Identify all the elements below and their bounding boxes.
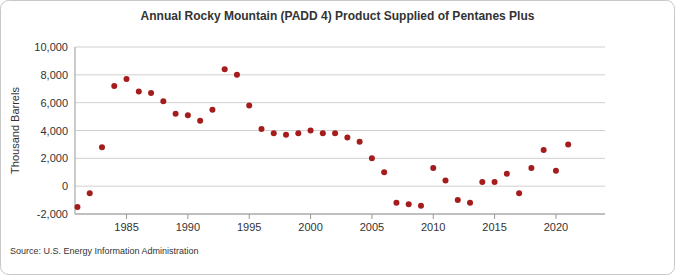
marker — [148, 90, 154, 96]
marker — [357, 139, 363, 145]
y-tick-label: 6,000 — [40, 97, 68, 109]
marker — [344, 134, 350, 140]
y-tick-label: 4,000 — [40, 125, 68, 137]
y-axis-label: Thousand Barrels — [9, 87, 21, 174]
grid-line — [75, 74, 605, 75]
x-tick-label: 1990 — [176, 221, 200, 233]
marker — [271, 130, 277, 136]
grid-line — [75, 186, 605, 187]
marker — [283, 132, 289, 138]
x-tick-label: 1995 — [237, 221, 261, 233]
plot-area — [75, 47, 605, 214]
marker — [467, 200, 473, 206]
marker — [455, 197, 461, 203]
y-axis — [75, 47, 76, 214]
x-tick — [371, 214, 372, 219]
marker — [308, 128, 314, 134]
marker — [541, 147, 547, 153]
x-tick-label: 2000 — [298, 221, 322, 233]
marker — [111, 83, 117, 89]
marker — [246, 102, 252, 108]
y-tick-label: 10,000 — [34, 41, 68, 53]
grid-line — [75, 158, 605, 159]
marker — [295, 130, 301, 136]
marker — [553, 168, 559, 174]
marker — [160, 98, 166, 104]
marker — [443, 178, 449, 184]
marker — [565, 141, 571, 147]
grid-line — [75, 214, 605, 215]
marker — [99, 144, 105, 150]
x-tick — [249, 214, 250, 219]
grid-line — [75, 47, 605, 48]
marker — [222, 66, 228, 72]
marker — [320, 130, 326, 136]
x-tick — [555, 214, 556, 219]
marker — [209, 107, 215, 113]
marker — [197, 118, 203, 124]
marker — [504, 171, 510, 177]
y-tick-label: 0 — [62, 180, 68, 192]
title: Annual Rocky Mountain (PADD 4) Product S… — [141, 9, 535, 23]
x-tick-label: 2020 — [544, 221, 568, 233]
marker — [258, 126, 264, 132]
marker — [234, 72, 240, 78]
x-axis — [75, 214, 605, 215]
x-tick-label: 1985 — [114, 221, 138, 233]
marker — [173, 111, 179, 117]
marker — [381, 169, 387, 175]
marker — [516, 190, 522, 196]
marker — [369, 155, 375, 161]
source: Source: U.S. Energy Information Administ… — [10, 246, 199, 256]
x-tick-label: 2005 — [360, 221, 384, 233]
chart: Annual Rocky Mountain (PADD 4) Product S… — [0, 0, 675, 275]
marker — [136, 89, 142, 95]
y-tick-label: 8,000 — [40, 69, 68, 81]
marker — [418, 203, 424, 209]
marker — [479, 179, 485, 185]
x-tick — [433, 214, 434, 219]
marker — [406, 201, 412, 207]
x-tick — [187, 214, 188, 219]
y-tick-label: -2,000 — [37, 208, 68, 220]
marker — [393, 200, 399, 206]
x-tick — [494, 214, 495, 219]
marker — [492, 179, 498, 185]
marker — [124, 76, 130, 82]
marker — [332, 130, 338, 136]
grid-line — [75, 102, 605, 103]
marker — [87, 190, 93, 196]
marker — [528, 165, 534, 171]
x-tick — [126, 214, 127, 219]
marker — [74, 204, 80, 210]
grid-line — [75, 130, 605, 131]
marker — [430, 165, 436, 171]
markers — [74, 66, 571, 210]
y-tick-label: 2,000 — [40, 152, 68, 164]
x-tick — [310, 214, 311, 219]
x-tick-label: 2010 — [421, 221, 445, 233]
marker — [185, 112, 191, 118]
x-tick-label: 2015 — [482, 221, 506, 233]
frame — [1, 1, 675, 275]
